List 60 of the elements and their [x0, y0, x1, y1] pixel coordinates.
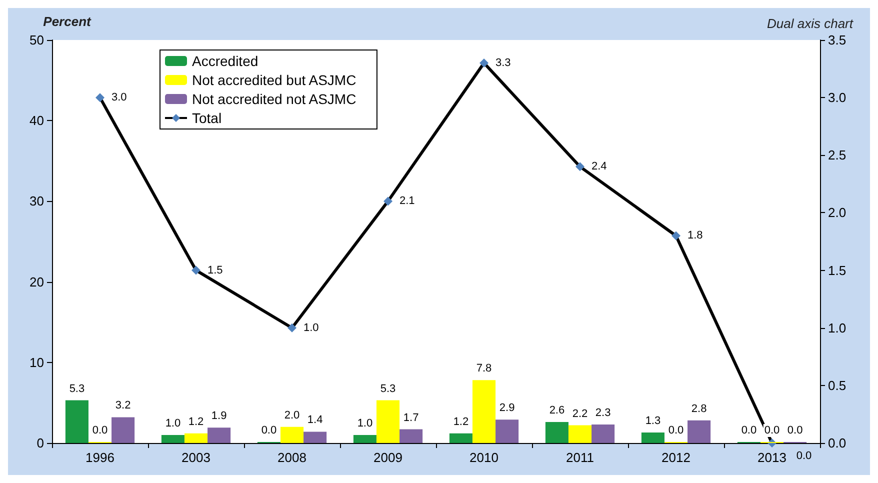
y2-tick-label: 0.5	[828, 378, 846, 393]
legend-label: Total	[192, 110, 222, 126]
data-label: 2.2	[572, 408, 588, 420]
data-label: 0.0	[764, 424, 780, 436]
data-label: 1.0	[304, 322, 319, 334]
y-tick-label: 50	[30, 32, 44, 48]
data-label: 1.5	[208, 264, 223, 276]
data-label: 2.1	[400, 195, 415, 208]
y2-tick-label: 1.0	[828, 320, 846, 336]
data-label: 1.3	[645, 415, 661, 428]
y-tick-label: 20	[30, 274, 44, 290]
data-label: 1.8	[688, 230, 703, 242]
data-label: 1.0	[165, 417, 181, 430]
x-tick-label: 2011	[566, 450, 594, 465]
data-label: 0.0	[787, 424, 803, 436]
data-label: 0.0	[92, 424, 108, 436]
y-tick-label: 0	[36, 436, 44, 450]
x-tick-label: 2012	[662, 450, 690, 465]
data-label: 7.8	[476, 362, 492, 375]
legend-label: Not accredited not ASJMC	[192, 91, 356, 107]
legend-label: Accredited	[192, 53, 258, 69]
y2-tick-label: 3.0	[828, 90, 846, 106]
data-label: 1.0	[357, 417, 373, 430]
y2-tick-label: 3.5	[828, 32, 846, 48]
data-label: 2.0	[284, 409, 300, 422]
data-label: 3.2	[115, 400, 131, 412]
data-label: 5.3	[380, 382, 396, 395]
x-tick-label: 1996	[86, 450, 114, 465]
data-label: 0.0	[796, 450, 812, 462]
data-label: 2.6	[549, 404, 565, 417]
y2-tick-label: 0.0	[828, 436, 846, 450]
chart-title: Dual axis chart	[767, 16, 854, 31]
y-tick-label: 10	[30, 354, 44, 370]
y-tick-label: 40	[30, 113, 44, 128]
y2-tick-label: 2.5	[828, 148, 846, 163]
y2-tick-label: 1.5	[828, 262, 846, 278]
data-label: 1.2	[188, 416, 204, 428]
data-label: 0.0	[741, 424, 757, 436]
data-label: 3.0	[112, 92, 127, 104]
legend-label: Not accredited but ASJMC	[192, 72, 356, 88]
data-label: 0.0	[261, 424, 277, 436]
y-axis-title: Percent	[43, 14, 92, 29]
data-label: 2.3	[595, 406, 611, 419]
data-label: 2.8	[691, 402, 707, 415]
x-tick-label: 2008	[278, 450, 306, 465]
data-label: 3.3	[496, 57, 511, 70]
data-label: 2.9	[499, 402, 515, 414]
data-label: 1.4	[307, 414, 323, 426]
y-tick-label: 30	[30, 194, 44, 209]
x-tick-label: 2003	[182, 450, 210, 465]
data-label: 5.3	[69, 382, 85, 395]
data-label: 1.2	[453, 416, 469, 428]
x-tick-label: 2009	[374, 450, 402, 465]
data-label: 0.0	[668, 424, 684, 436]
data-label: 2.4	[592, 160, 607, 173]
x-tick-label: 2010	[470, 450, 498, 465]
y2-tick-label: 2.0	[828, 205, 846, 220]
x-tick-label: 2013	[758, 450, 786, 465]
data-label: 1.7	[403, 412, 419, 424]
data-label: 1.9	[211, 410, 227, 422]
